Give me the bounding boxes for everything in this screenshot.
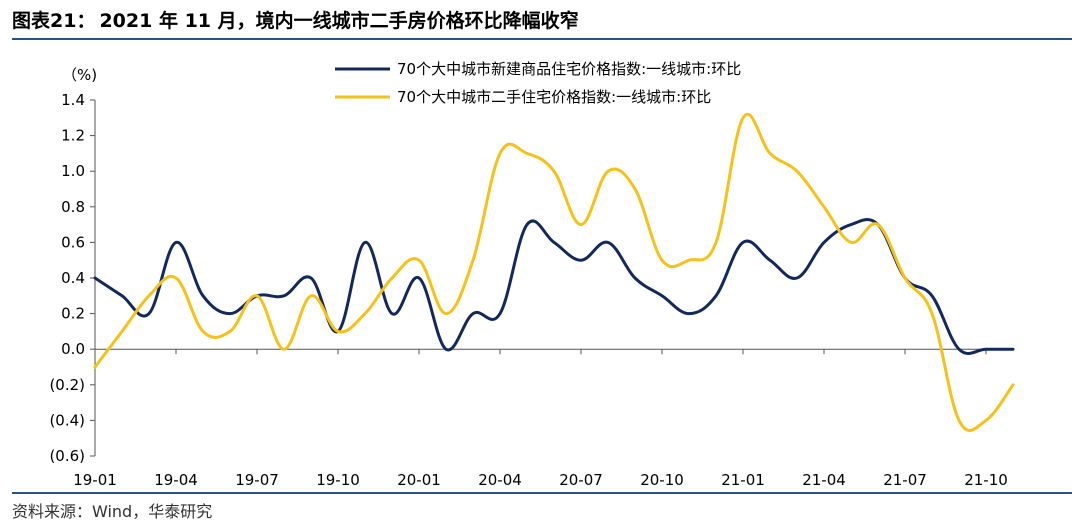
chart-title: 2021 年 11 月，境内一线城市二手房价格环比降幅收窄 bbox=[99, 10, 579, 32]
series-line-1 bbox=[93, 218, 1015, 355]
legend: 70个大中城市新建商品住宅价格指数:一线城市:环比 70个大中城市二手住宅价格指数… bbox=[335, 60, 741, 106]
figure-header: 图表21： 2021 年 11 月，境内一线城市二手房价格环比降幅收窄 bbox=[12, 6, 1070, 36]
x-tick-label: 21-07 bbox=[883, 471, 927, 489]
x-tick-label: 19-04 bbox=[154, 471, 198, 489]
figure-label: 图表21： bbox=[12, 10, 96, 32]
series-layer bbox=[93, 112, 1015, 433]
x-tick-label: 20-01 bbox=[397, 471, 441, 489]
x-tick-label: 19-07 bbox=[235, 471, 279, 489]
y-axis-unit-label: （%) bbox=[62, 66, 97, 84]
y-tick-label: 0.8 bbox=[61, 198, 85, 216]
x-tick-label: 21-10 bbox=[964, 471, 1008, 489]
x-axis: 19-01 19-04 19-07 19-10 20-01 20-04 20-07 20-10… bbox=[73, 348, 1013, 489]
y-tick-label: 0.2 bbox=[61, 305, 85, 323]
y-tick-label: 1.4 bbox=[61, 91, 85, 109]
y-tick-label: 1.2 bbox=[61, 127, 85, 145]
x-tick-label: 20-04 bbox=[478, 471, 522, 489]
x-tick-label: 21-01 bbox=[721, 471, 765, 489]
series-line-2 bbox=[93, 112, 1015, 433]
y-tick-label: 0.0 bbox=[61, 340, 85, 358]
x-tick-label: 20-07 bbox=[559, 471, 603, 489]
y-tick-label: (0.4) bbox=[49, 411, 85, 429]
y-axis: 1.4 1.2 1.0 0.8 0.6 0.4 0.2 0.0 (0.2) (0.4) (0.6) bbox=[49, 91, 96, 465]
x-tick-label: 20-10 bbox=[640, 471, 684, 489]
y-tick-label: 0.4 bbox=[61, 269, 85, 287]
y-tick-label: 1.0 bbox=[61, 162, 85, 180]
y-tick-label: (0.2) bbox=[49, 376, 85, 394]
line-chart: 1.41.21.00.80.60.40.20.0(0.2)(0.4)(0.6) … bbox=[49, 60, 1015, 489]
y-tick-label: (0.6) bbox=[49, 447, 85, 465]
bottom-divider bbox=[12, 492, 1072, 494]
legend-label-2: 70个大中城市二手住宅价格指数:一线城市:环比 bbox=[397, 88, 711, 106]
x-tick-label: 19-10 bbox=[316, 471, 360, 489]
source-note: 资料来源：Wind，华泰研究 bbox=[12, 502, 213, 521]
x-tick-label: 21-04 bbox=[802, 471, 846, 489]
y-tick-label: 0.6 bbox=[61, 233, 85, 251]
top-divider bbox=[12, 38, 1072, 40]
x-tick-label: 19-01 bbox=[73, 471, 117, 489]
legend-label-1: 70个大中城市新建商品住宅价格指数:一线城市:环比 bbox=[397, 60, 741, 78]
